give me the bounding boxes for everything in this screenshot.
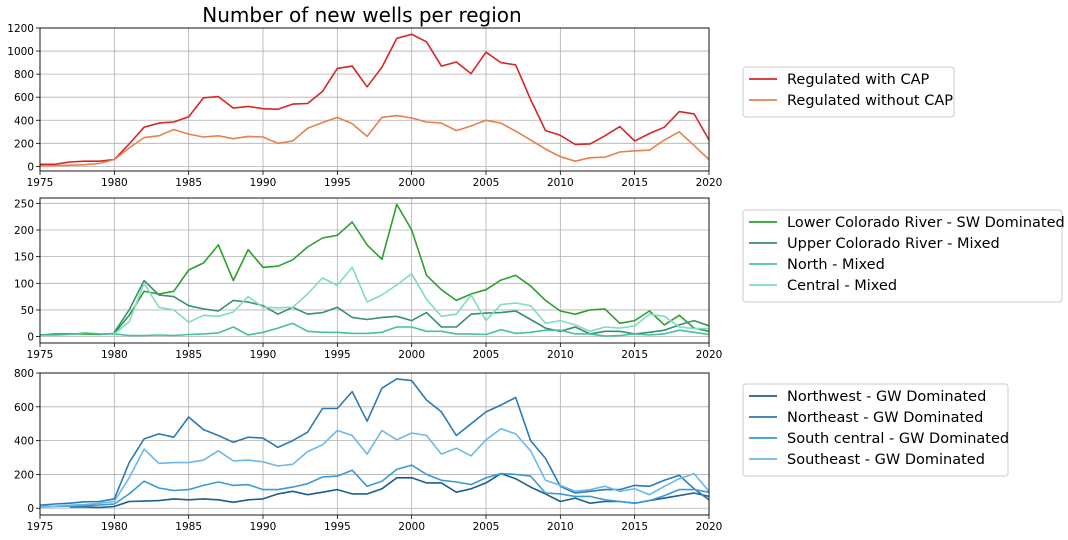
x-tick-label: 1990 bbox=[250, 177, 277, 189]
panel-3: 1975 1980 1985 1990 1995 2000 2005 2010 2015 2020… bbox=[14, 368, 1009, 533]
x-tick-label: 1980 bbox=[101, 349, 128, 361]
legend-label: Northeast - GW Dominated bbox=[787, 410, 983, 426]
x-tick-label: 2015 bbox=[621, 521, 648, 533]
y-tick-label: 150 bbox=[14, 252, 34, 264]
x-tick-label: 1980 bbox=[101, 521, 128, 533]
series-line-2 bbox=[113, 279, 709, 335]
y-tick-label: 0 bbox=[27, 332, 34, 344]
axes-frame bbox=[39, 27, 710, 172]
legend-label: Northwest - GW Dominated bbox=[787, 389, 986, 405]
y-tick-label: 200 bbox=[14, 225, 34, 237]
y-tick-label: 200 bbox=[14, 138, 34, 150]
x-tick-label: 1995 bbox=[324, 177, 351, 189]
legend: Northwest - GW Dominated Northeast - GW D… bbox=[742, 383, 1009, 477]
y-tick-label: 0 bbox=[27, 161, 34, 173]
x-tick-label: 2005 bbox=[473, 177, 500, 189]
series-line-3 bbox=[40, 464, 709, 508]
axes-frame bbox=[39, 372, 710, 516]
x-tick-label: 1995 bbox=[324, 521, 351, 533]
axes-frame bbox=[39, 197, 710, 344]
series-line-1 bbox=[69, 472, 709, 509]
series-line-4 bbox=[113, 266, 709, 335]
panel-1: 1975 1980 1985 1990 1995 2000 2005 2010 2015 2020… bbox=[7, 23, 955, 189]
series-line-2 bbox=[40, 378, 709, 506]
y-tick-label: 800 bbox=[14, 69, 34, 81]
x-tick-label: 2005 bbox=[473, 349, 500, 361]
y-tick-label: 100 bbox=[14, 278, 34, 290]
x-tick-label: 1990 bbox=[250, 521, 277, 533]
x-tick-label: 2000 bbox=[398, 349, 425, 361]
legend: Regulated with CAP Regulated without CAP bbox=[742, 66, 955, 118]
y-tick-label: 1000 bbox=[7, 46, 34, 58]
x-tick-label: 1975 bbox=[27, 349, 54, 361]
y-tick-label: 400 bbox=[14, 115, 34, 127]
x-tick-label: 1975 bbox=[27, 521, 54, 533]
x-tick-label: 2010 bbox=[547, 521, 574, 533]
y-tick-label: 250 bbox=[14, 198, 34, 210]
y-tick-label: 50 bbox=[21, 305, 34, 317]
panel-2: 1975 1980 1985 1990 1995 2000 2005 2010 2015 2020… bbox=[14, 197, 1065, 361]
legend: Lower Colorado River - SW Dominated Upper… bbox=[742, 209, 1065, 303]
x-tick-label: 1995 bbox=[324, 349, 351, 361]
x-tick-label: 1985 bbox=[175, 177, 202, 189]
x-tick-label: 1980 bbox=[101, 177, 128, 189]
x-tick-label: 2010 bbox=[547, 177, 574, 189]
legend-label: South central - GW Dominated bbox=[787, 431, 1009, 447]
series-line-4 bbox=[40, 428, 709, 508]
x-tick-label: 2015 bbox=[621, 177, 648, 189]
y-tick-label: 400 bbox=[14, 436, 34, 448]
legend-box bbox=[742, 66, 955, 118]
x-tick-label: 2020 bbox=[696, 177, 723, 189]
x-tick-label: 2020 bbox=[696, 521, 723, 533]
x-tick-label: 2010 bbox=[547, 349, 574, 361]
legend-label: Lower Colorado River - SW Dominated bbox=[787, 215, 1065, 231]
series-line-1 bbox=[40, 33, 709, 166]
y-tick-label: 600 bbox=[14, 402, 34, 414]
y-tick-label: 800 bbox=[14, 368, 34, 380]
legend-box bbox=[742, 383, 1009, 477]
legend-label: Southeast - GW Dominated bbox=[787, 452, 985, 468]
x-tick-label: 2005 bbox=[473, 521, 500, 533]
x-tick-label: 1985 bbox=[175, 349, 202, 361]
x-tick-label: 2015 bbox=[621, 349, 648, 361]
y-tick-label: 600 bbox=[14, 92, 34, 104]
series-line-3 bbox=[40, 322, 709, 337]
x-tick-label: 1985 bbox=[175, 521, 202, 533]
x-tick-label: 2000 bbox=[398, 521, 425, 533]
series-line-2 bbox=[40, 114, 709, 167]
legend-label: North - Mixed bbox=[787, 257, 885, 273]
x-tick-label: 1975 bbox=[27, 177, 54, 189]
legend-label: Regulated without CAP bbox=[787, 93, 953, 109]
chart-title: Number of new wells per region bbox=[202, 3, 521, 27]
x-tick-label: 1990 bbox=[250, 349, 277, 361]
chart-panels: 1975 1980 1985 1990 1995 2000 2005 2010 2015 2020… bbox=[7, 23, 1064, 533]
legend-label: Central - Mixed bbox=[787, 278, 897, 294]
x-tick-label: 2000 bbox=[398, 177, 425, 189]
series-line-1 bbox=[40, 203, 709, 336]
x-tick-label: 2020 bbox=[696, 349, 723, 361]
legend-box bbox=[742, 209, 1063, 303]
y-tick-label: 0 bbox=[27, 503, 34, 515]
legend-label: Upper Colorado River - Mixed bbox=[787, 236, 1000, 252]
legend-label: Regulated with CAP bbox=[787, 72, 929, 88]
y-tick-label: 1200 bbox=[7, 23, 34, 35]
y-tick-label: 200 bbox=[14, 469, 34, 481]
